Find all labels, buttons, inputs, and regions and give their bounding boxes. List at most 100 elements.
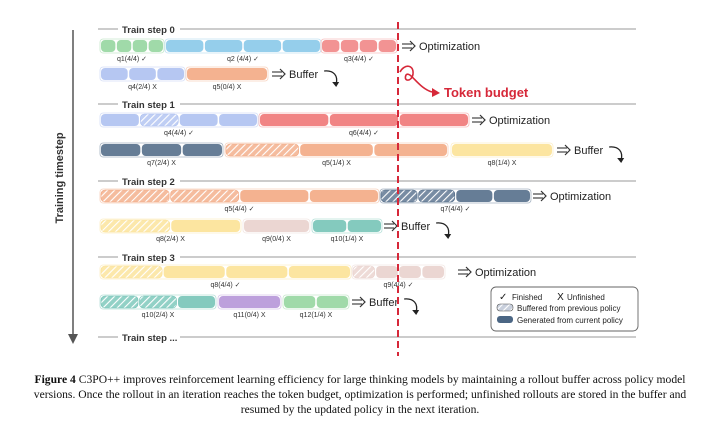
rollout-label: q9(4/4) ✓: [384, 282, 414, 289]
figure-caption: Figure 4 C3PO++ improves reinforcement l…: [14, 372, 706, 417]
hatch-overlay: [380, 189, 418, 203]
generated-rollout: [340, 40, 359, 52]
rollout-label: q1(4/4) ✓: [117, 56, 147, 63]
generated-rollout: [226, 266, 288, 278]
rollout-row: q8(4/4) ✓ q9(4/4) ✓ Optimization: [99, 264, 536, 289]
generated-rollout: [171, 220, 240, 232]
rollout-label: q3(4/4) ✓: [344, 56, 374, 63]
generated-rollout: [284, 296, 316, 308]
buffer-label: Buffer: [369, 297, 398, 309]
check-icon: ✓: [499, 292, 507, 303]
buffer-arrow-icon: [272, 68, 286, 80]
optimization-arrow-icon: [472, 114, 486, 126]
generated-rollout: [322, 40, 340, 52]
rollout-row: q5(4/4) ✓ q7(4/4) ✓ Optimization: [99, 188, 611, 213]
curved-arrow-icon: [436, 222, 452, 239]
buffer-label: Buffer: [401, 221, 430, 233]
rollout-row: q10(2/4) X q11(0/4) X q12(1/4) X Buffer: [99, 294, 420, 319]
rollout-label: q11(0/4) X: [233, 312, 265, 319]
rollout-group: [185, 66, 269, 82]
generated-rollout: [187, 68, 267, 80]
rollout-label: q5(4/4) ✓: [225, 206, 255, 213]
optimization-label: Optimization: [475, 267, 536, 279]
optimization-label: Optimization: [550, 191, 611, 203]
rollout-group: [99, 142, 224, 158]
caption-label: Figure 4: [34, 373, 76, 386]
rollout-group: [311, 218, 383, 234]
rollout-group: [99, 264, 352, 280]
generated-rollout: [101, 68, 128, 80]
token-budget-label: Token budget: [444, 85, 529, 100]
generated-rollout: [243, 40, 282, 52]
optimization-label: Optimization: [489, 115, 550, 127]
token-budget-arrow: [399, 65, 433, 93]
generated-rollout: [452, 144, 552, 156]
rollout-group: [379, 188, 532, 204]
rollout-label: q4(4/4) ✓: [164, 130, 194, 137]
buffer-label: Buffer: [289, 69, 318, 81]
generated-rollout: [374, 144, 447, 156]
rollout-label: q7(2/4) X: [147, 160, 176, 167]
axis-label: Training timestep: [54, 132, 66, 223]
rollout-buffer-diagram: Training timestep Train step 0 Train step…: [54, 22, 639, 356]
generated-rollout: [493, 190, 530, 202]
rollout-group: [282, 294, 350, 310]
train-step-label: Train step 0: [122, 25, 175, 36]
hatched-swatch-overlay: [496, 303, 514, 312]
generated-rollout: [329, 114, 399, 126]
generated-rollout: [347, 220, 381, 232]
generated-rollout: [282, 40, 320, 52]
generated-rollout: [182, 144, 222, 156]
hatch-overlay: [100, 295, 139, 309]
rollout-row: q1(4/4) ✓ q2 (4/4) ✓ q3(4/4) ✓ Optimization: [99, 38, 480, 63]
hatch-overlay: [140, 113, 179, 127]
optimization-arrow-icon: [402, 40, 416, 52]
buffer-arrow-icon: [557, 144, 571, 156]
generated-rollout: [101, 114, 139, 126]
legend-buffered: Buffered from previous policy: [517, 304, 620, 313]
buffer-arrow-icon: [384, 220, 398, 232]
optimization-arrow-icon: [533, 190, 547, 202]
generated-rollout: [157, 68, 184, 80]
rollout-label: q9(0/4) X: [262, 236, 291, 243]
generated-rollout: [422, 266, 444, 278]
rollout-label: q6(4/4) ✓: [349, 130, 379, 137]
rollout-row: q4(4/4) ✓ q6(4/4) ✓ Optimization: [99, 112, 550, 137]
rollout-group: [217, 294, 282, 310]
curved-arrow-icon: [324, 70, 340, 87]
generated-rollout: [376, 266, 398, 278]
rollout-label: q4(2/4) X: [128, 84, 157, 91]
generated-rollout: [240, 190, 309, 202]
generated-rollout: [163, 266, 225, 278]
generated-rollout: [166, 40, 204, 52]
rollout-group: [99, 294, 217, 310]
train-step-label: Train step 1: [122, 100, 176, 111]
rollout-label: q10(1/4) X: [331, 236, 364, 243]
rollout-group: [242, 218, 311, 234]
rollout-label: q2 (4/4) ✓: [227, 56, 259, 63]
caption-text: C3PO++ improves reinforcement learning e…: [33, 373, 687, 416]
rollout-label: q12(1/4) X: [300, 312, 333, 319]
generated-rollout: [399, 114, 468, 126]
generated-rollout: [116, 40, 132, 52]
optimization-label: Optimization: [419, 41, 480, 53]
rollout-group: [99, 188, 380, 204]
rollout-label: q5(0/4) X: [213, 84, 242, 91]
generated-rollout: [288, 266, 350, 278]
legend-generated: Generated from current policy: [517, 316, 623, 325]
legend-box: [490, 286, 639, 332]
generated-rollout: [378, 40, 396, 52]
time-axis-arrowhead: [68, 334, 78, 344]
rollout-group: [99, 38, 165, 54]
solid-swatch-icon: [497, 316, 513, 323]
generated-rollout: [101, 144, 141, 156]
generated-rollout: [316, 296, 348, 308]
generated-rollout: [300, 144, 373, 156]
hatch-overlay: [352, 265, 375, 279]
rollout-group: [258, 112, 470, 128]
generated-rollout: [219, 296, 280, 308]
train-step-label: Train step 3: [122, 253, 175, 264]
generated-rollout: [129, 68, 156, 80]
rollout-row: q8(2/4) X q9(0/4) X q10(1/4) X Buffer: [99, 218, 452, 243]
hatch-overlay: [418, 189, 456, 203]
